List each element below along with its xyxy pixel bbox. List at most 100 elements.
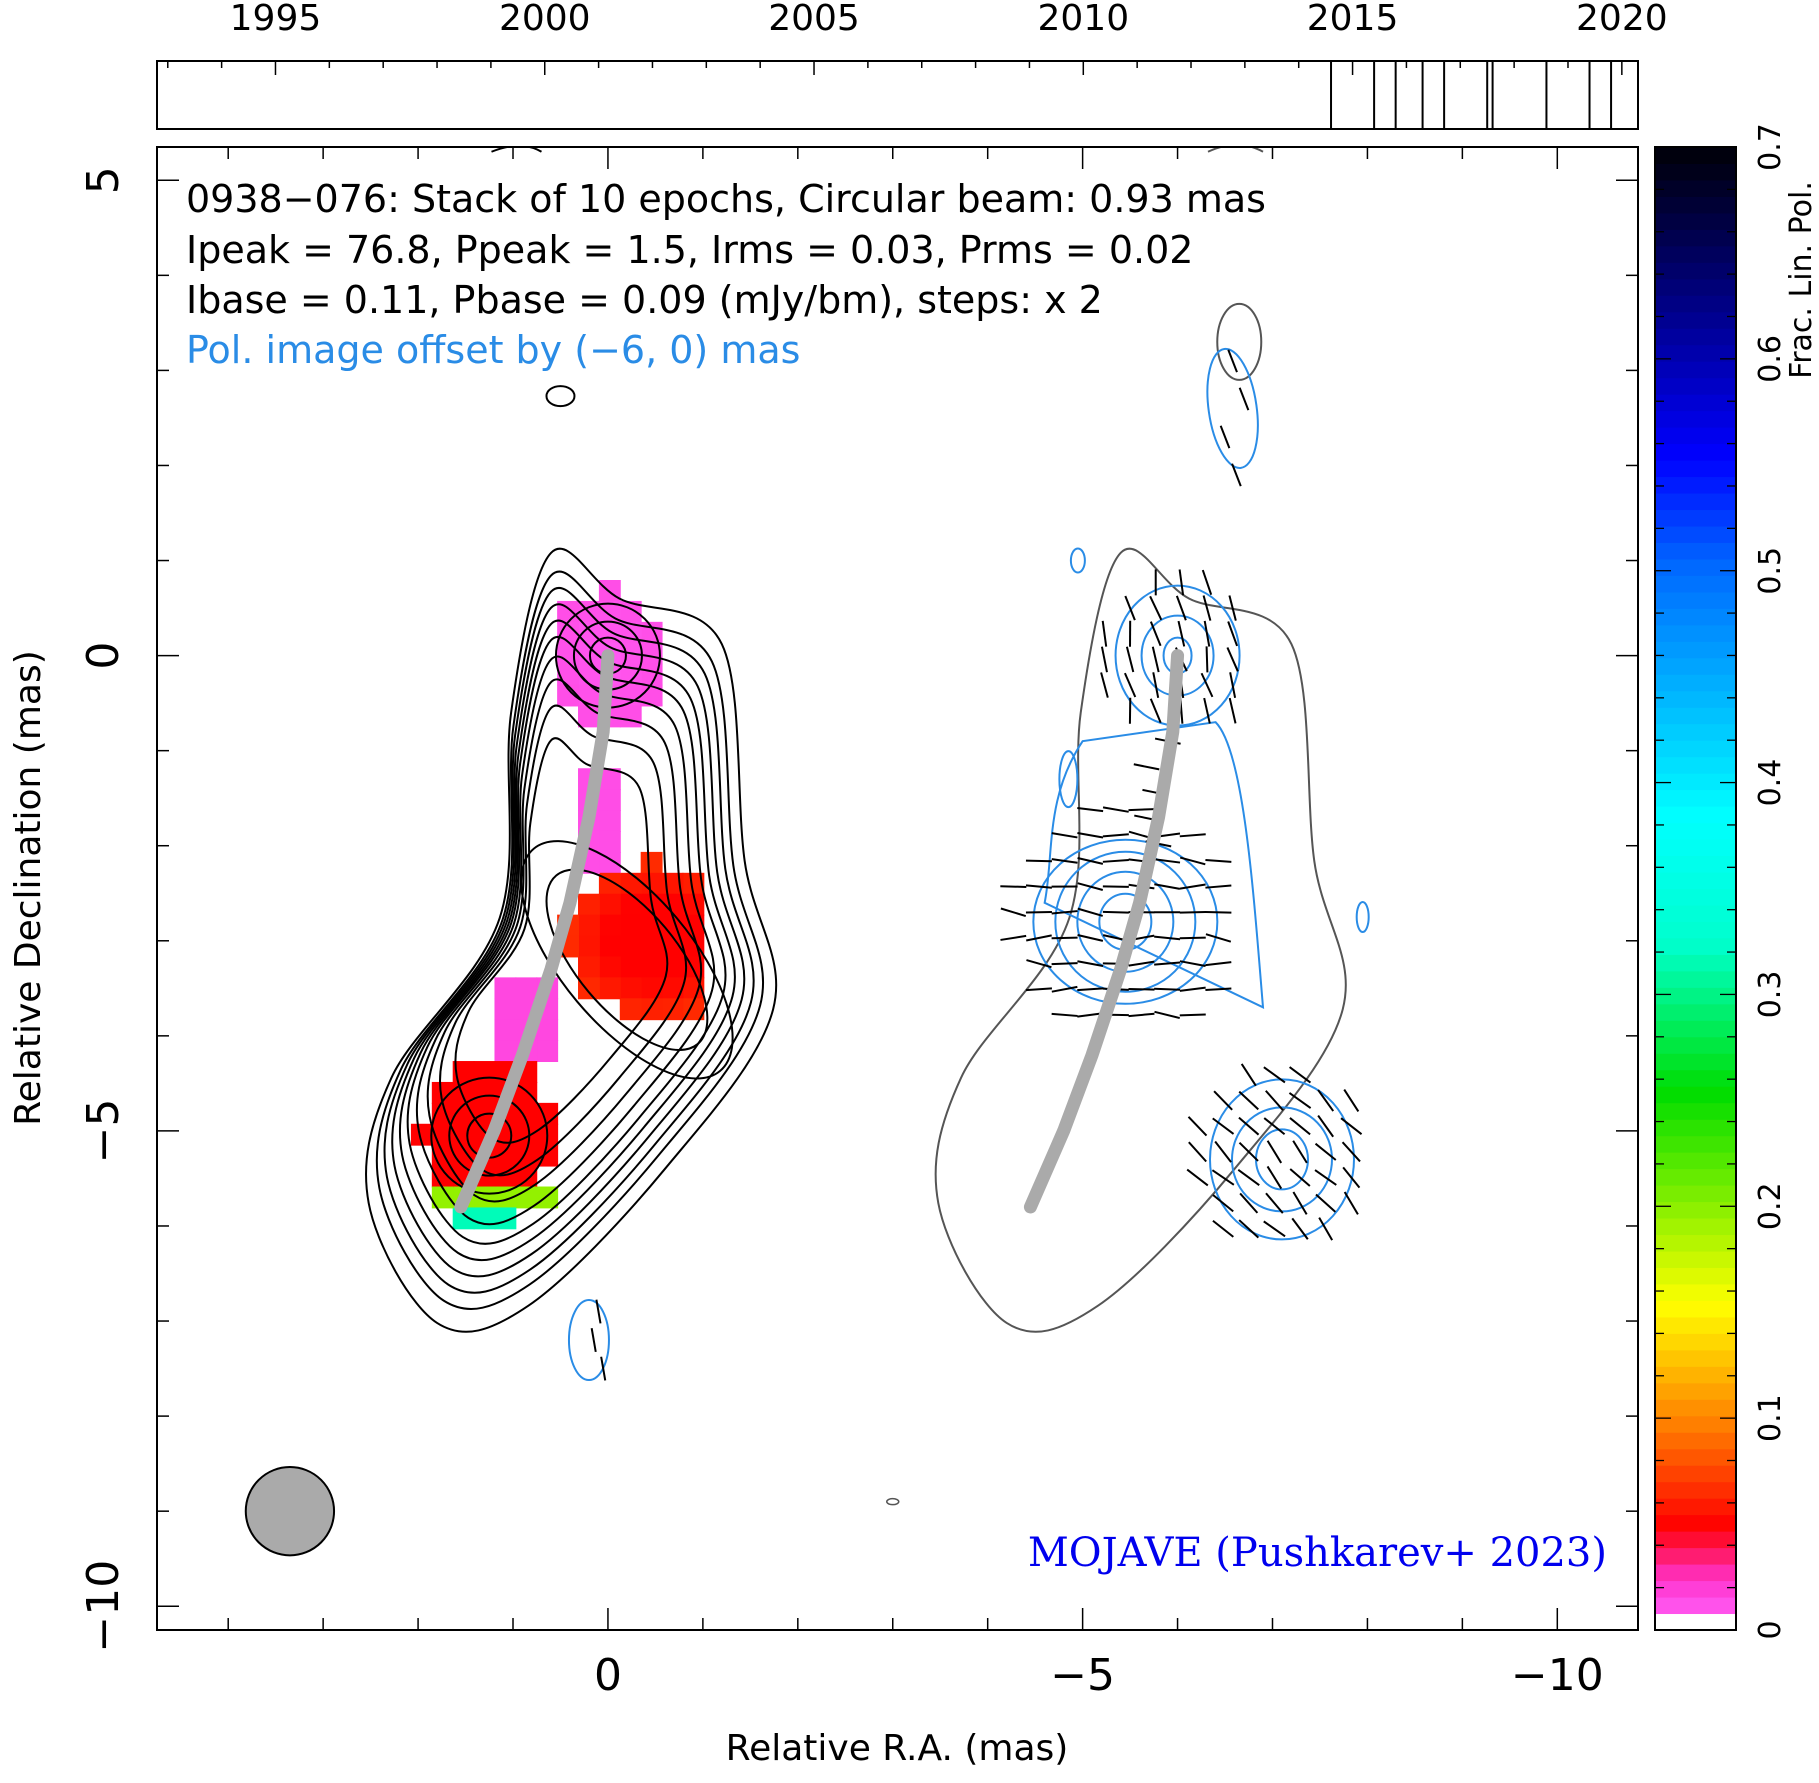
colorbar-step xyxy=(1655,987,1736,1004)
colorbar-step xyxy=(1655,295,1736,312)
colorbar-step xyxy=(1655,1498,1736,1515)
evpa-stick xyxy=(1205,860,1231,862)
colorbar-step xyxy=(1655,1465,1736,1482)
colorbar-step xyxy=(1655,575,1736,592)
colorbar-step xyxy=(1655,1597,1736,1614)
colorbar-step xyxy=(1655,1070,1736,1087)
i-contour-offset-blob xyxy=(1217,304,1261,380)
evpa-stick xyxy=(1153,647,1159,672)
evpa-stick xyxy=(1344,1090,1358,1112)
evpa-stick xyxy=(1125,673,1135,697)
colorbar-step xyxy=(1655,1531,1736,1548)
colorbar-fill xyxy=(1655,147,1736,1631)
fpol-pixel xyxy=(474,1207,496,1229)
colorbar-step xyxy=(1655,163,1736,180)
colorbar-step xyxy=(1655,1350,1736,1367)
fpol-pixel xyxy=(641,936,663,958)
colorbar-step xyxy=(1655,1614,1736,1631)
evpa-stick xyxy=(1206,934,1231,942)
evpa-stick xyxy=(1128,809,1154,810)
colorbar-step xyxy=(1655,625,1736,642)
colorbar-step xyxy=(1655,658,1736,675)
evpa-stick xyxy=(1227,647,1237,671)
fpol-pixel xyxy=(599,810,621,832)
fpol-pixel xyxy=(620,705,642,727)
fpol-pixel xyxy=(599,915,621,937)
colorbar-tick-label: 0 xyxy=(1753,1620,1788,1639)
colorbar-step xyxy=(1655,707,1736,724)
colorbar-step xyxy=(1655,592,1736,609)
colorbar-step xyxy=(1655,691,1736,708)
evpa-stick xyxy=(1240,388,1249,410)
colorbar-step xyxy=(1655,971,1736,988)
timeline-tick-label: 2000 xyxy=(499,0,591,39)
evpa-stick xyxy=(601,1357,605,1381)
colorbar-step xyxy=(1655,905,1736,922)
x-tick-label: −10 xyxy=(1511,1650,1604,1701)
evpa-stick xyxy=(1214,1091,1232,1110)
evpa-stick xyxy=(1026,935,1051,940)
colorbar-step xyxy=(1655,1383,1736,1400)
colorbar-step xyxy=(1655,411,1736,428)
y-tick-label: 0 xyxy=(78,642,129,670)
i-contour-edge xyxy=(1208,145,1263,152)
colorbar-step xyxy=(1655,510,1736,527)
colorbar-step xyxy=(1655,213,1736,230)
fpol-pixel xyxy=(494,998,516,1020)
colorbar-step xyxy=(1655,724,1736,741)
evpa-stick xyxy=(1264,1221,1285,1236)
fpol-pixel xyxy=(599,977,621,999)
colorbar-step xyxy=(1655,740,1736,757)
y-tick-label: −10 xyxy=(78,1560,129,1653)
evpa-stick xyxy=(1213,1195,1233,1211)
colorbar-step xyxy=(1655,1333,1736,1350)
colorbar-step xyxy=(1655,312,1736,329)
colorbar-step xyxy=(1655,1581,1736,1598)
colorbar-step xyxy=(1655,1482,1736,1499)
evpa-stick xyxy=(1026,912,1052,913)
colorbar-step xyxy=(1655,938,1736,955)
evpa-stick xyxy=(1187,1170,1208,1186)
colorbar-step xyxy=(1655,773,1736,790)
colorbar-step xyxy=(1655,1020,1736,1037)
evpa-stick xyxy=(1180,988,1206,991)
fpol-pixel xyxy=(641,956,663,978)
timeline-tick-label: 1995 xyxy=(230,0,322,39)
pol-contour xyxy=(1033,840,1217,1004)
plot-area: 0−5−10 50−5−10 Relative R.A. (mas) Relat… xyxy=(8,145,1638,1769)
colorbar-step xyxy=(1655,1037,1736,1054)
fpol-pixel xyxy=(474,1082,496,1104)
fpol-pixel xyxy=(620,977,642,999)
evpa-stick xyxy=(1077,833,1103,837)
timeline-frame xyxy=(157,61,1638,129)
evpa-stick xyxy=(1189,1117,1207,1136)
colorbar-step xyxy=(1655,1267,1736,1284)
evpa-stick xyxy=(1078,858,1103,864)
colorbar-step xyxy=(1655,394,1736,411)
evpa-stick xyxy=(1128,989,1154,990)
evpa-stick xyxy=(1151,622,1161,646)
evpa-stick xyxy=(1343,1142,1360,1161)
colorbar-tick-label: 0.3 xyxy=(1753,971,1788,1019)
colorbar-tick-label: 0.7 xyxy=(1753,123,1788,171)
evpa-stick xyxy=(1207,646,1208,672)
evpa-stick xyxy=(1205,912,1231,913)
evpa-stick xyxy=(592,1328,596,1352)
fpol-pixel xyxy=(599,956,621,978)
evpa-stick xyxy=(1026,988,1052,990)
colorbar-step xyxy=(1655,1053,1736,1070)
colorbar-step xyxy=(1655,889,1736,906)
colorbar-step xyxy=(1655,1119,1736,1136)
i-contour-offset xyxy=(936,549,1346,1332)
evpa-stick xyxy=(1215,1142,1231,1163)
fpol-pixel xyxy=(599,831,621,853)
evpa-stick xyxy=(1103,886,1129,887)
timeline-tick-label: 2015 xyxy=(1307,0,1399,39)
beam-shape xyxy=(246,1467,334,1555)
colorbar-step xyxy=(1655,1515,1736,1532)
colorbar-step xyxy=(1655,1169,1736,1186)
timeline-epochs xyxy=(1331,61,1611,129)
evpa-stick xyxy=(1180,834,1206,836)
colorbar-step xyxy=(1655,872,1736,889)
